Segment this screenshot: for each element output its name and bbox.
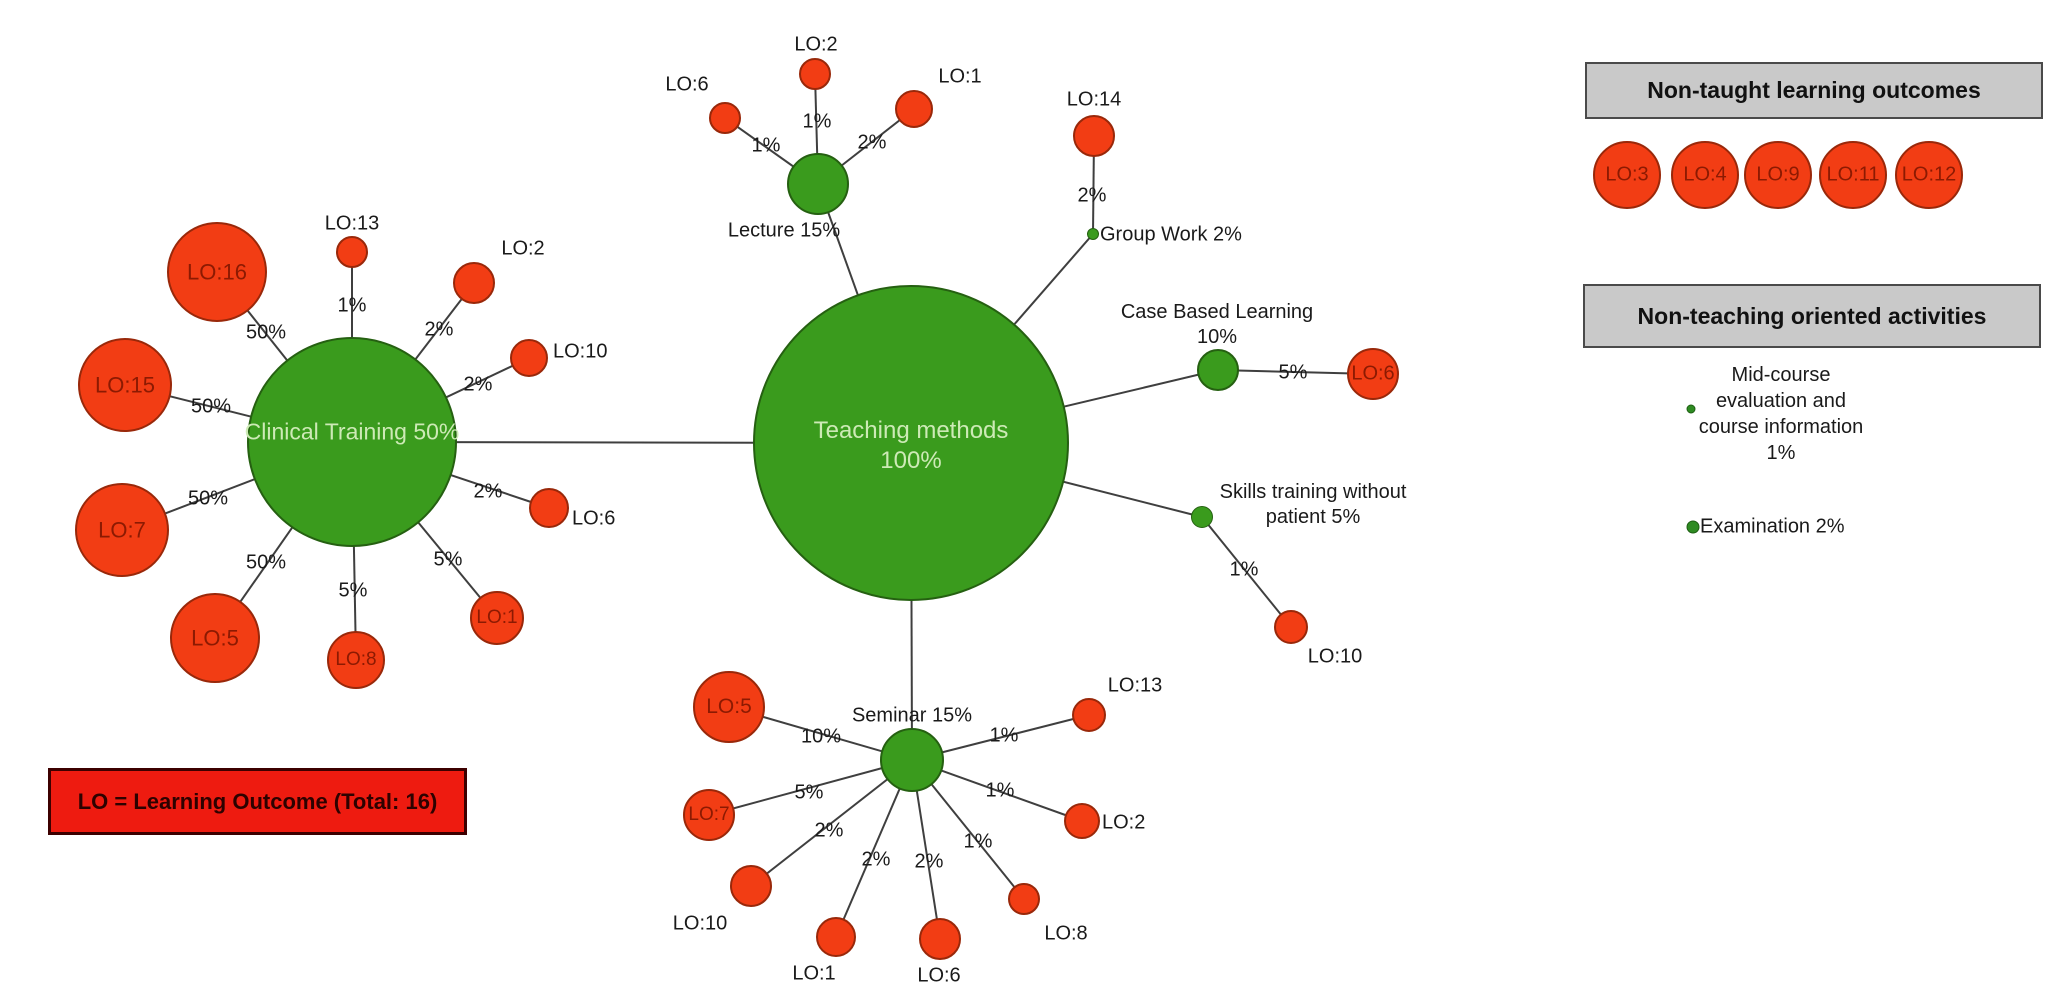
edge-line	[817, 183, 912, 444]
edge-line	[817, 108, 915, 185]
edge-line	[708, 759, 913, 816]
edge-line	[724, 117, 819, 185]
edge-line	[814, 73, 819, 185]
legend-non-taught-title: Non-taught learning outcomes	[1647, 77, 1981, 103]
learning-outcome-note-box: LO = Learning Outcome (Total: 16)	[48, 768, 467, 835]
mid-course-label-line: evaluation and	[1715, 390, 1847, 412]
mid-course-label: Mid-course evaluation and course informa…	[1699, 362, 1864, 466]
edge-line	[910, 233, 1094, 444]
legend-non-teaching-box: Non-teaching oriented activities	[1583, 284, 2041, 348]
edge-line	[121, 441, 353, 531]
mid-course-dot-icon	[1686, 404, 1696, 414]
edge-line	[216, 271, 353, 443]
edge-line	[124, 384, 353, 443]
learning-outcome-note-text: LO = Learning Outcome (Total: 16)	[77, 788, 438, 814]
edge-line	[728, 706, 913, 761]
edge-line	[1217, 369, 1374, 375]
edge-line	[1201, 516, 1292, 628]
edge-line	[351, 441, 912, 444]
edge-line	[351, 441, 498, 619]
mid-course-label-line: 1%	[1766, 442, 1796, 464]
edge-line	[750, 759, 913, 887]
edge-line	[351, 441, 357, 661]
mid-course-label-line: Mid-course	[1731, 364, 1831, 386]
edge-line	[910, 369, 1219, 444]
edge-line	[214, 441, 353, 639]
edge-line	[351, 282, 475, 443]
examination-dot-icon	[1686, 520, 1700, 534]
edge-line	[1092, 135, 1095, 235]
edge-line	[910, 442, 1203, 518]
edge-line	[911, 714, 1090, 761]
examination-label: Examination 2%	[1700, 515, 1845, 538]
edge-line	[910, 442, 913, 761]
edge-line	[351, 357, 530, 443]
edge-line	[835, 759, 913, 938]
mid-course-label-line: course information	[1698, 416, 1864, 438]
edge-line	[911, 759, 941, 940]
legend-non-taught-box: Non-taught learning outcomes	[1585, 62, 2043, 119]
legend-non-teaching-title: Non-teaching oriented activities	[1637, 302, 1987, 329]
edge-line	[351, 441, 550, 509]
